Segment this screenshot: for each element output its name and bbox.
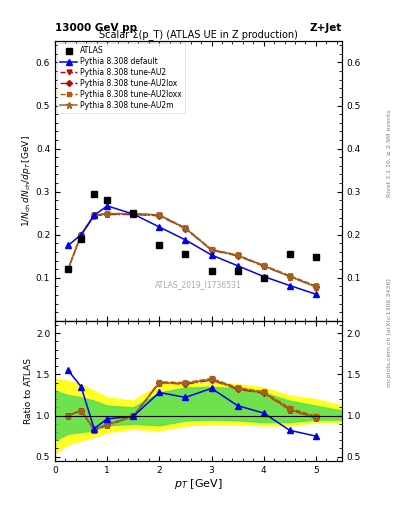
Legend: ATLAS, Pythia 8.308 default, Pythia 8.308 tune-AU2, Pythia 8.308 tune-AU2lox, Py: ATLAS, Pythia 8.308 default, Pythia 8.30… xyxy=(57,43,185,113)
Pythia 8.308 default xyxy=(92,212,97,219)
Pythia 8.308 tune-AU2lox xyxy=(66,266,70,272)
Pythia 8.308 tune-AU2lox xyxy=(183,226,188,232)
Text: mcplots.cern.ch [arXiv:1306.3436]: mcplots.cern.ch [arXiv:1306.3436] xyxy=(387,279,392,387)
ATLAS xyxy=(66,266,70,272)
Pythia 8.308 tune-AU2loxx xyxy=(235,252,240,258)
ATLAS xyxy=(183,251,188,257)
ATLAS xyxy=(209,268,214,274)
Pythia 8.308 tune-AU2loxx xyxy=(66,266,70,272)
Pythia 8.308 tune-AU2lox xyxy=(314,284,318,290)
Pythia 8.308 tune-AU2loxx xyxy=(287,272,292,279)
Y-axis label: $1/N_\mathregular{ch}\,dN_\mathregular{ch}/dp_T\,[\mathregular{GeV}]$: $1/N_\mathregular{ch}\,dN_\mathregular{c… xyxy=(20,135,33,227)
Pythia 8.308 tune-AU2m xyxy=(131,210,136,217)
Pythia 8.308 tune-AU2loxx xyxy=(209,246,214,252)
Pythia 8.308 tune-AU2m xyxy=(92,212,97,219)
Pythia 8.308 default xyxy=(105,203,110,209)
Pythia 8.308 tune-AU2loxx xyxy=(183,225,188,231)
Pythia 8.308 default xyxy=(261,273,266,280)
Pythia 8.308 tune-AU2loxx xyxy=(314,283,318,289)
Pythia 8.308 tune-AU2m xyxy=(235,252,240,259)
Line: ATLAS: ATLAS xyxy=(65,190,319,281)
Pythia 8.308 tune-AU2lox xyxy=(209,247,214,253)
Pythia 8.308 tune-AU2lox xyxy=(261,263,266,269)
Pythia 8.308 tune-AU2 xyxy=(157,212,162,219)
ATLAS xyxy=(287,251,292,257)
Pythia 8.308 tune-AU2loxx xyxy=(105,210,110,217)
Pythia 8.308 tune-AU2loxx xyxy=(92,212,97,218)
Pythia 8.308 default xyxy=(79,231,83,238)
Line: Pythia 8.308 tune-AU2loxx: Pythia 8.308 tune-AU2loxx xyxy=(66,211,318,288)
Pythia 8.308 default xyxy=(314,291,318,297)
Pythia 8.308 tune-AU2 xyxy=(79,231,83,238)
Pythia 8.308 tune-AU2loxx xyxy=(131,210,136,217)
Y-axis label: Ratio to ATLAS: Ratio to ATLAS xyxy=(24,358,33,424)
Pythia 8.308 tune-AU2m xyxy=(105,210,110,217)
Pythia 8.308 tune-AU2 xyxy=(314,283,318,289)
Pythia 8.308 default xyxy=(183,237,188,243)
Pythia 8.308 tune-AU2loxx xyxy=(79,231,83,238)
Pythia 8.308 tune-AU2lox xyxy=(235,253,240,259)
Pythia 8.308 tune-AU2lox xyxy=(287,273,292,280)
Pythia 8.308 tune-AU2 xyxy=(131,211,136,217)
Pythia 8.308 tune-AU2m xyxy=(79,231,83,238)
Line: Pythia 8.308 tune-AU2lox: Pythia 8.308 tune-AU2lox xyxy=(66,212,318,289)
Pythia 8.308 tune-AU2m xyxy=(314,284,318,290)
Pythia 8.308 default xyxy=(209,252,214,258)
Text: Z+Jet: Z+Jet xyxy=(310,23,342,33)
ATLAS xyxy=(261,275,266,281)
Pythia 8.308 tune-AU2 xyxy=(235,252,240,259)
ATLAS xyxy=(235,268,240,274)
Pythia 8.308 tune-AU2lox xyxy=(92,212,97,219)
Pythia 8.308 tune-AU2m xyxy=(209,247,214,253)
Text: 13000 GeV pp: 13000 GeV pp xyxy=(55,23,137,33)
Line: Pythia 8.308 tune-AU2m: Pythia 8.308 tune-AU2m xyxy=(64,210,319,290)
Pythia 8.308 default xyxy=(235,263,240,269)
Pythia 8.308 tune-AU2m xyxy=(183,225,188,231)
Pythia 8.308 tune-AU2lox xyxy=(79,231,83,238)
Pythia 8.308 tune-AU2lox xyxy=(131,211,136,218)
Pythia 8.308 tune-AU2m xyxy=(261,263,266,269)
Pythia 8.308 tune-AU2m xyxy=(287,273,292,280)
Pythia 8.308 tune-AU2 xyxy=(66,266,70,272)
Text: Rivet 3.1.10, ≥ 2.9M events: Rivet 3.1.10, ≥ 2.9M events xyxy=(387,110,392,198)
Pythia 8.308 tune-AU2m xyxy=(157,212,162,218)
Pythia 8.308 tune-AU2loxx xyxy=(157,212,162,218)
ATLAS xyxy=(131,210,136,216)
Pythia 8.308 default xyxy=(66,242,70,248)
X-axis label: $p_T$ [GeV]: $p_T$ [GeV] xyxy=(174,477,223,492)
ATLAS xyxy=(314,254,318,260)
Pythia 8.308 tune-AU2 xyxy=(183,225,188,231)
Pythia 8.308 tune-AU2 xyxy=(105,211,110,217)
Pythia 8.308 tune-AU2 xyxy=(92,212,97,219)
Pythia 8.308 tune-AU2m xyxy=(66,266,70,272)
Pythia 8.308 tune-AU2 xyxy=(209,247,214,253)
Title: Scalar Σ(p_T) (ATLAS UE in Z production): Scalar Σ(p_T) (ATLAS UE in Z production) xyxy=(99,29,298,40)
Pythia 8.308 default xyxy=(287,283,292,289)
Pythia 8.308 tune-AU2lox xyxy=(157,212,162,219)
ATLAS xyxy=(79,236,83,242)
Pythia 8.308 tune-AU2loxx xyxy=(261,262,266,268)
Pythia 8.308 tune-AU2 xyxy=(287,273,292,279)
Text: ATLAS_2019_I1736531: ATLAS_2019_I1736531 xyxy=(155,280,242,289)
ATLAS xyxy=(92,191,97,197)
Line: Pythia 8.308 tune-AU2: Pythia 8.308 tune-AU2 xyxy=(66,211,318,289)
Pythia 8.308 tune-AU2lox xyxy=(105,211,110,218)
ATLAS xyxy=(105,197,110,203)
Pythia 8.308 tune-AU2 xyxy=(261,263,266,269)
ATLAS xyxy=(157,242,162,248)
Pythia 8.308 default xyxy=(131,211,136,217)
Pythia 8.308 default xyxy=(157,224,162,230)
Line: Pythia 8.308 default: Pythia 8.308 default xyxy=(65,203,319,297)
